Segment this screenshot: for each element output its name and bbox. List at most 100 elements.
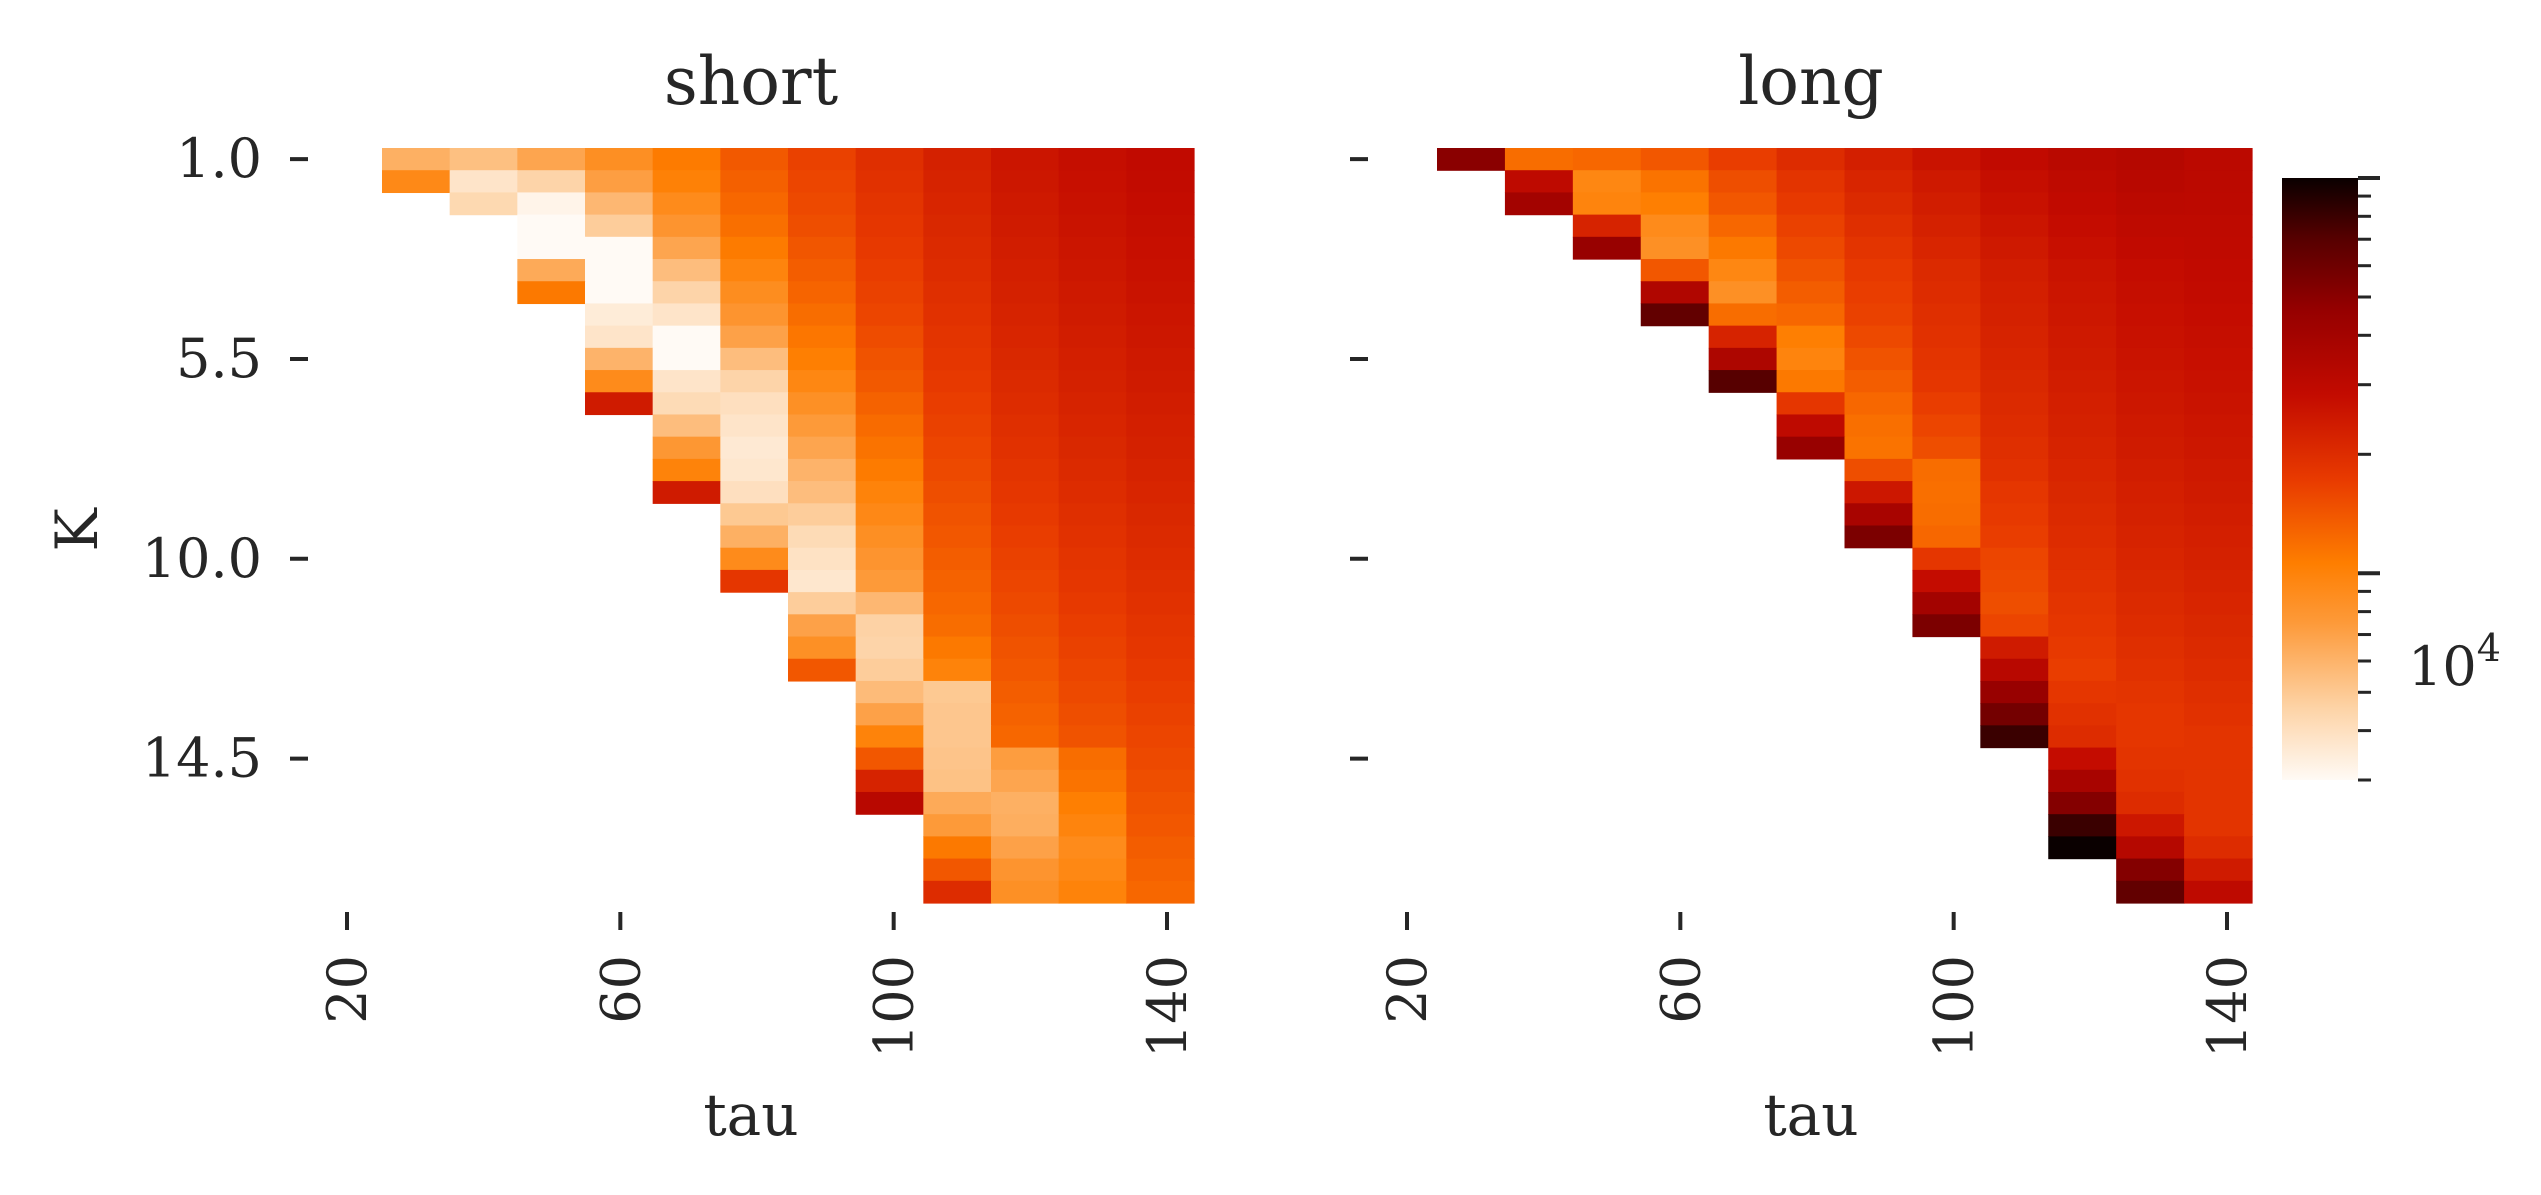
heatmap-cell (1980, 170, 2049, 194)
heatmap-cell (991, 658, 1060, 682)
heatmap-cell (1912, 525, 1981, 549)
heatmap-cell (652, 458, 721, 482)
heatmap-cell (1844, 170, 1914, 194)
heatmap-cell (1776, 392, 1846, 416)
y-axis-short: 1.0 5.5 10.0 14.5 (142, 127, 308, 790)
heatmap-cell (1980, 303, 2049, 327)
heatmap-cell (2116, 370, 2185, 393)
heatmap-cell (1912, 414, 1981, 438)
heatmap-cell (2116, 481, 2185, 504)
heatmap-cell (1980, 192, 2049, 216)
heatmap-cell (2116, 569, 2185, 593)
heatmap-cell (720, 236, 789, 260)
colorbar-gradient (2282, 178, 2358, 780)
heatmap-cell (1058, 192, 1127, 216)
heatmap-cell (2116, 525, 2185, 549)
heatmap-cell (1437, 148, 1506, 171)
heatmap-cell (923, 214, 992, 238)
heatmap-cell (585, 148, 654, 171)
heatmap-cell (2116, 392, 2185, 416)
heatmap-cell (2048, 192, 2117, 216)
heatmap-cell (1126, 547, 1195, 571)
heatmap-cell (382, 170, 451, 194)
heatmap-cell (449, 192, 518, 216)
heatmap-cell (2184, 347, 2253, 371)
heatmap-cell (1776, 303, 1846, 327)
heatmap-cell (855, 547, 924, 571)
heatmap-cell (991, 547, 1060, 571)
x-tick-label: 20 (316, 955, 379, 1024)
heatmap-cell (1572, 236, 1642, 260)
heatmap-cell (923, 547, 992, 571)
heatmap-cell (720, 547, 789, 571)
heatmap-cell (1980, 281, 2049, 305)
heatmap-cell (991, 370, 1060, 393)
heatmap-cell (1912, 214, 1981, 238)
heatmap-cell (991, 259, 1060, 282)
heatmap-cell (923, 170, 992, 194)
heatmap-cell (923, 525, 992, 549)
heatmap-cell (923, 769, 992, 793)
heatmap-cell (585, 236, 654, 260)
heatmap-cell (2184, 481, 2253, 504)
heatmap-cell (1058, 436, 1127, 460)
heatmap-cell (991, 725, 1060, 749)
heatmap-cell (720, 458, 789, 482)
heatmap-cells-short (382, 148, 1195, 904)
heatmap-cell (2116, 703, 2185, 726)
heatmap-cell (652, 436, 721, 460)
heatmap-cell (923, 836, 992, 860)
heatmap-cell (1058, 525, 1127, 549)
heatmap-cell (585, 259, 654, 282)
heatmap-cell (1058, 703, 1127, 726)
heatmap-cell (585, 281, 654, 305)
heatmap-cell (788, 614, 857, 638)
heatmap-cell (1504, 170, 1574, 194)
heatmap-cell (449, 148, 518, 171)
heatmap-cell (2184, 503, 2253, 527)
heatmap-cell (652, 214, 721, 238)
heatmap-cell (585, 392, 654, 416)
heatmap-cell (517, 214, 586, 238)
heatmap-cell (991, 680, 1060, 704)
heatmap-cell (1058, 592, 1127, 615)
heatmap-cell (1058, 481, 1127, 504)
heatmap-cell (2048, 259, 2117, 282)
heatmap-cell (2048, 614, 2117, 638)
heatmap-cell (1912, 347, 1981, 371)
heatmap-cell (2184, 392, 2253, 416)
heatmap-cell (1058, 725, 1127, 749)
heatmap-cell (923, 236, 992, 260)
heatmap-cell (1058, 569, 1127, 593)
heatmap-cell (1980, 525, 2049, 549)
heatmap-cell (788, 458, 857, 482)
heatmap-cell (923, 503, 992, 527)
heatmap-cell (855, 658, 924, 682)
heatmap-cell (1844, 414, 1914, 438)
heatmap-cell (2048, 392, 2117, 416)
heatmap-cell (855, 592, 924, 615)
heatmap-cell (855, 214, 924, 238)
heatmap-cell (1912, 547, 1981, 571)
heatmap-cell (788, 414, 857, 438)
heatmap-cell (1980, 703, 2049, 726)
heatmap-cell (720, 569, 789, 593)
heatmap-cell (991, 392, 1060, 416)
heatmap-cell (2048, 769, 2117, 793)
heatmap-cell (991, 747, 1060, 771)
heatmap-cell (1058, 880, 1127, 904)
heatmap-cell (1844, 281, 1914, 305)
heatmap-cell (1058, 636, 1127, 660)
heatmap-cell (855, 680, 924, 704)
heatmap-cell (991, 791, 1060, 815)
heatmap-cell (991, 858, 1060, 882)
x-tick-label: 20 (1376, 955, 1439, 1024)
heatmap-cell (1058, 680, 1127, 704)
heatmap-cell (2048, 836, 2117, 860)
heatmap-cell (923, 680, 992, 704)
heatmap-cell (923, 481, 992, 504)
heatmap-cell (2048, 680, 2117, 704)
heatmap-cell (2048, 547, 2117, 571)
heatmap-cell (1912, 392, 1981, 416)
